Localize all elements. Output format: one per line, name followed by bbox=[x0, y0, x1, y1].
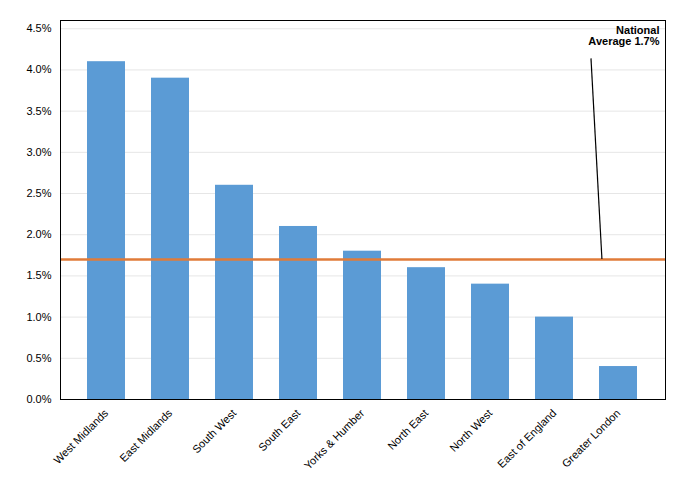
svg-text:0.5%: 0.5% bbox=[26, 352, 51, 364]
svg-text:North West: North West bbox=[447, 407, 494, 454]
svg-text:4.0%: 4.0% bbox=[26, 63, 51, 75]
svg-text:1.5%: 1.5% bbox=[26, 269, 51, 281]
svg-text:East of England: East of England bbox=[495, 407, 558, 470]
svg-text:3.0%: 3.0% bbox=[26, 146, 51, 158]
svg-text:South West: South West bbox=[190, 407, 239, 456]
svg-text:NationalAverage 1.7%: NationalAverage 1.7% bbox=[588, 24, 659, 47]
svg-text:North East: North East bbox=[385, 407, 430, 452]
svg-text:3.5%: 3.5% bbox=[26, 105, 51, 117]
svg-text:West Midlands: West Midlands bbox=[51, 406, 111, 466]
svg-text:South East: South East bbox=[256, 407, 303, 454]
svg-text:East Midlands: East Midlands bbox=[117, 406, 175, 464]
svg-text:4.5%: 4.5% bbox=[26, 22, 51, 34]
svg-text:2.5%: 2.5% bbox=[26, 187, 51, 199]
svg-text:2.0%: 2.0% bbox=[26, 228, 51, 240]
svg-text:0.0%: 0.0% bbox=[26, 393, 51, 405]
svg-text:Greater London: Greater London bbox=[559, 407, 622, 470]
svg-text:1.0%: 1.0% bbox=[26, 311, 51, 323]
svg-text:Yorks & Humber: Yorks & Humber bbox=[302, 407, 367, 472]
